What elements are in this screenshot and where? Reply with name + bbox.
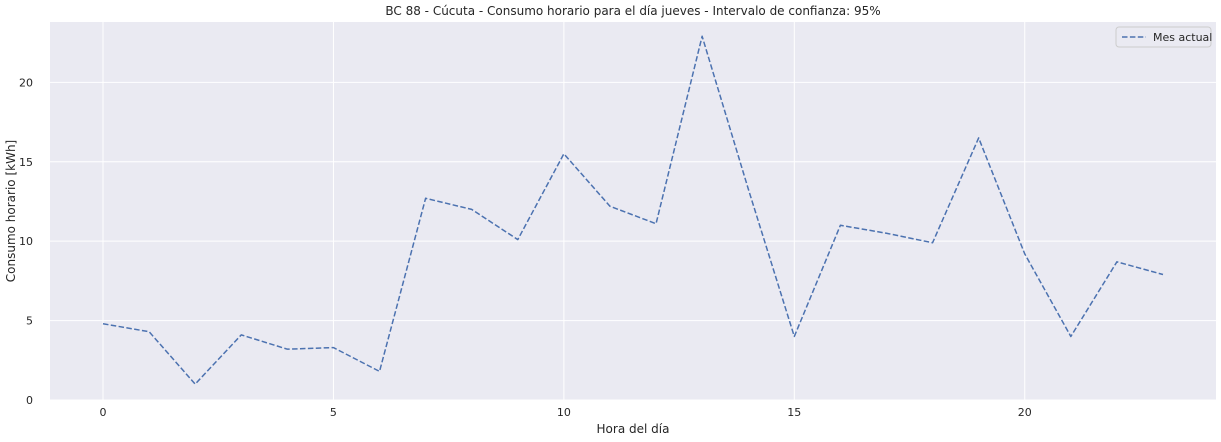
x-tick-label: 15 xyxy=(787,406,801,419)
series-line-mes-actual xyxy=(102,35,1164,385)
plot-area xyxy=(50,22,1216,400)
x-tick-label: 5 xyxy=(330,406,337,419)
legend-box xyxy=(1115,26,1212,48)
tick-labels: 0 5 10 15 20 0 5 10 15 20 xyxy=(19,76,1032,419)
y-tick-label: 15 xyxy=(19,156,33,169)
y-tick-label: 5 xyxy=(26,315,33,328)
x-tick-label: 0 xyxy=(100,406,107,419)
chart-title: BC 88 - Cúcuta - Consumo horario para el… xyxy=(385,4,880,18)
y-tick-label: 20 xyxy=(19,76,33,89)
y-axis-label: Consumo horario [kWh] xyxy=(4,140,18,282)
x-axis-label: Hora del día xyxy=(597,422,670,436)
legend: Mes actual xyxy=(1115,26,1212,48)
grid-lines xyxy=(50,22,1216,401)
y-tick-label: 0 xyxy=(26,394,33,407)
x-tick-label: 10 xyxy=(557,406,571,419)
y-tick-label: 10 xyxy=(19,235,33,248)
legend-label: Mes actual xyxy=(1153,31,1212,44)
x-tick-label: 20 xyxy=(1018,406,1032,419)
series-layer xyxy=(102,35,1164,385)
